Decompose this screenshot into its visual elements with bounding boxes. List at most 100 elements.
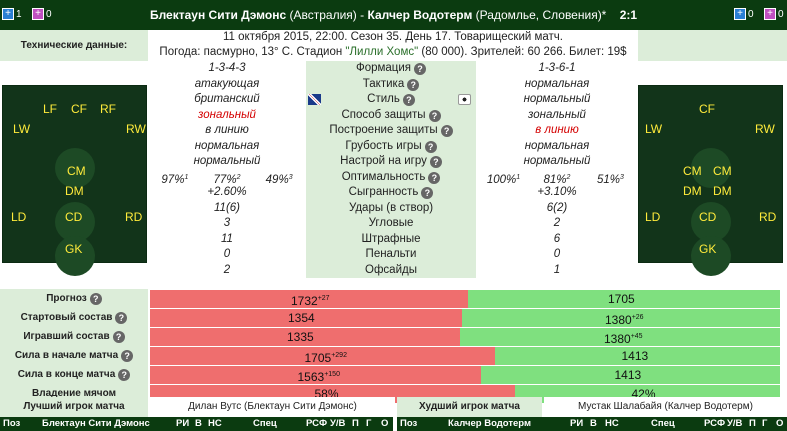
player-position[interactable]: RF: [100, 102, 116, 116]
home-stat-value: нормальная: [148, 138, 306, 154]
technical-data-label: Технические данные:: [0, 30, 148, 61]
player-position[interactable]: RD: [759, 210, 777, 224]
player-position[interactable]: LW: [13, 122, 31, 136]
lineup-column-header[interactable]: Г: [762, 418, 768, 429]
lineup-column-header[interactable]: О: [776, 418, 784, 429]
player-position[interactable]: RW: [755, 122, 775, 136]
home-bar-fill: [150, 328, 460, 346]
away-formation-field: CF LW RW CM CM DM DM LD CD RD GK: [638, 85, 783, 276]
lineup-column-header[interactable]: РС: [704, 418, 717, 429]
stat-label: Формация?: [306, 61, 476, 77]
help-icon[interactable]: ?: [421, 187, 434, 199]
home-stat-value: +2.60%: [148, 185, 306, 201]
lineup-column-header[interactable]: РИ: [570, 418, 584, 429]
worst-player-value[interactable]: Мустак Шалабайя (Калчер Водотерм): [544, 397, 787, 417]
player-position[interactable]: RW: [126, 122, 146, 136]
away-stat-value: +3.10%: [476, 185, 638, 201]
player-position[interactable]: GK: [65, 242, 83, 256]
lineup-column-header[interactable]: НС: [605, 418, 619, 429]
help-icon[interactable]: ?: [440, 125, 453, 137]
strength-bars: Прогноз? 1732+27 1705 Стартовый состав? 1354…: [0, 289, 787, 403]
stat-label: Офсайды: [306, 262, 476, 278]
help-icon[interactable]: ?: [112, 331, 125, 343]
home-stat-value: 97%1 77%2 49%3: [148, 169, 306, 189]
away-stat-value: нормальная: [476, 76, 638, 92]
player-position[interactable]: DM: [713, 184, 732, 198]
lineup-column-header[interactable]: РС: [306, 418, 319, 429]
player-position[interactable]: DM: [65, 184, 84, 198]
lineup-column-header[interactable]: У/В: [330, 418, 346, 429]
bar-label: Стартовый состав?: [0, 308, 148, 327]
player-position[interactable]: LW: [645, 122, 663, 136]
player-position[interactable]: CM: [713, 164, 732, 178]
help-icon[interactable]: ?: [407, 78, 420, 91]
home-team-link[interactable]: Блектаун Сити Дэмонс: [149, 8, 287, 22]
stat-row: атакующая Тактика? нормальная: [148, 76, 638, 92]
lineup-column-header[interactable]: Ф: [717, 418, 726, 429]
lineup-column-header[interactable]: П: [352, 418, 359, 429]
player-position[interactable]: LD: [645, 210, 661, 224]
help-icon[interactable]: ?: [428, 109, 441, 122]
lineup-column-header[interactable]: Калчер Водотерм: [448, 418, 532, 429]
lineup-column-header[interactable]: Спец: [253, 418, 277, 429]
field-marking: [691, 148, 731, 188]
optimality-value: 100%1: [486, 173, 521, 187]
lineup-column-header[interactable]: Поз: [3, 418, 21, 429]
lineup-column-header[interactable]: В: [590, 418, 597, 429]
stat-row: 2 Офсайды 1: [148, 262, 638, 278]
lineup-column-header[interactable]: НС: [208, 418, 222, 429]
away-stat-value: 1-3-6-1: [476, 61, 638, 77]
lineup-column-header[interactable]: Спец: [651, 418, 675, 429]
help-icon[interactable]: ?: [428, 171, 441, 184]
lineup-column-header[interactable]: У/В: [727, 418, 743, 429]
player-position[interactable]: CM: [683, 164, 702, 178]
stat-label: Построение защиты?: [306, 123, 476, 139]
player-position[interactable]: CD: [65, 210, 83, 224]
stat-row: нормальная Грубость игры? нормальная: [148, 138, 638, 154]
lineup-column-header[interactable]: О: [381, 418, 389, 429]
help-icon[interactable]: ?: [424, 140, 437, 153]
player-position[interactable]: LF: [43, 102, 58, 116]
lineup-column-header[interactable]: В: [195, 418, 202, 429]
player-position[interactable]: RD: [125, 210, 143, 224]
away-stat-value: 6(2): [476, 200, 638, 216]
home-stat-value: британский: [148, 92, 306, 108]
home-field-band: [0, 61, 148, 85]
technical-data-row: Технические данные: 11 октября 2015, 22:…: [0, 30, 787, 61]
comparison-bar: 1354 1380+26: [150, 309, 780, 327]
player-position[interactable]: LD: [11, 210, 27, 224]
player-position[interactable]: CF: [699, 102, 715, 116]
player-position[interactable]: DM: [683, 184, 702, 198]
lineup-column-header[interactable]: Блектаун Сити Дэмонс: [42, 418, 150, 429]
player-position[interactable]: CM: [67, 164, 86, 178]
help-icon[interactable]: ?: [414, 63, 427, 75]
comparison-bar: 1705+292 1413: [150, 347, 780, 365]
stadium-link[interactable]: "Лилли Хомс": [345, 46, 419, 58]
help-icon[interactable]: ?: [89, 293, 102, 305]
home-stat-value: 1-3-4-3: [148, 61, 306, 77]
match-date-line: 11 октября 2015, 22:00. Сезон 35. День 1…: [223, 31, 563, 43]
lineup-table-header: Поз Блектаун Сити Дэмонс РИ В НС Спец РС Ф У/В П Г…: [0, 417, 787, 431]
match-score: 2:1: [619, 8, 638, 22]
lineup-column-header[interactable]: П: [749, 418, 756, 429]
bar-label: Сила в конце матча?: [0, 365, 148, 384]
player-position[interactable]: CD: [699, 210, 717, 224]
stat-label: Удары (в створ): [306, 200, 476, 216]
lineup-column-header[interactable]: РИ: [176, 418, 190, 429]
help-icon[interactable]: ?: [118, 369, 131, 381]
lineup-column-header[interactable]: Поз: [400, 418, 418, 429]
help-icon[interactable]: ?: [121, 350, 134, 362]
home-bar-value: 1335: [287, 330, 314, 344]
stat-row: зональный Способ защиты? зональный: [148, 107, 638, 123]
help-icon[interactable]: ?: [402, 94, 415, 106]
help-icon[interactable]: ?: [115, 312, 128, 324]
comparison-bar: 1563+150 1413: [150, 366, 780, 384]
lineup-column-header[interactable]: Ф: [319, 418, 328, 429]
player-position[interactable]: GK: [699, 242, 717, 256]
lineup-column-header[interactable]: Г: [366, 418, 372, 429]
help-icon[interactable]: ?: [429, 156, 442, 168]
best-player-value[interactable]: Дилан Вутс (Блектаун Сити Дэмонс): [150, 397, 395, 417]
away-team-link[interactable]: Калчер Водотерм: [367, 8, 473, 22]
player-position[interactable]: CF: [71, 102, 87, 116]
home-country: (Австралия): [289, 8, 357, 22]
